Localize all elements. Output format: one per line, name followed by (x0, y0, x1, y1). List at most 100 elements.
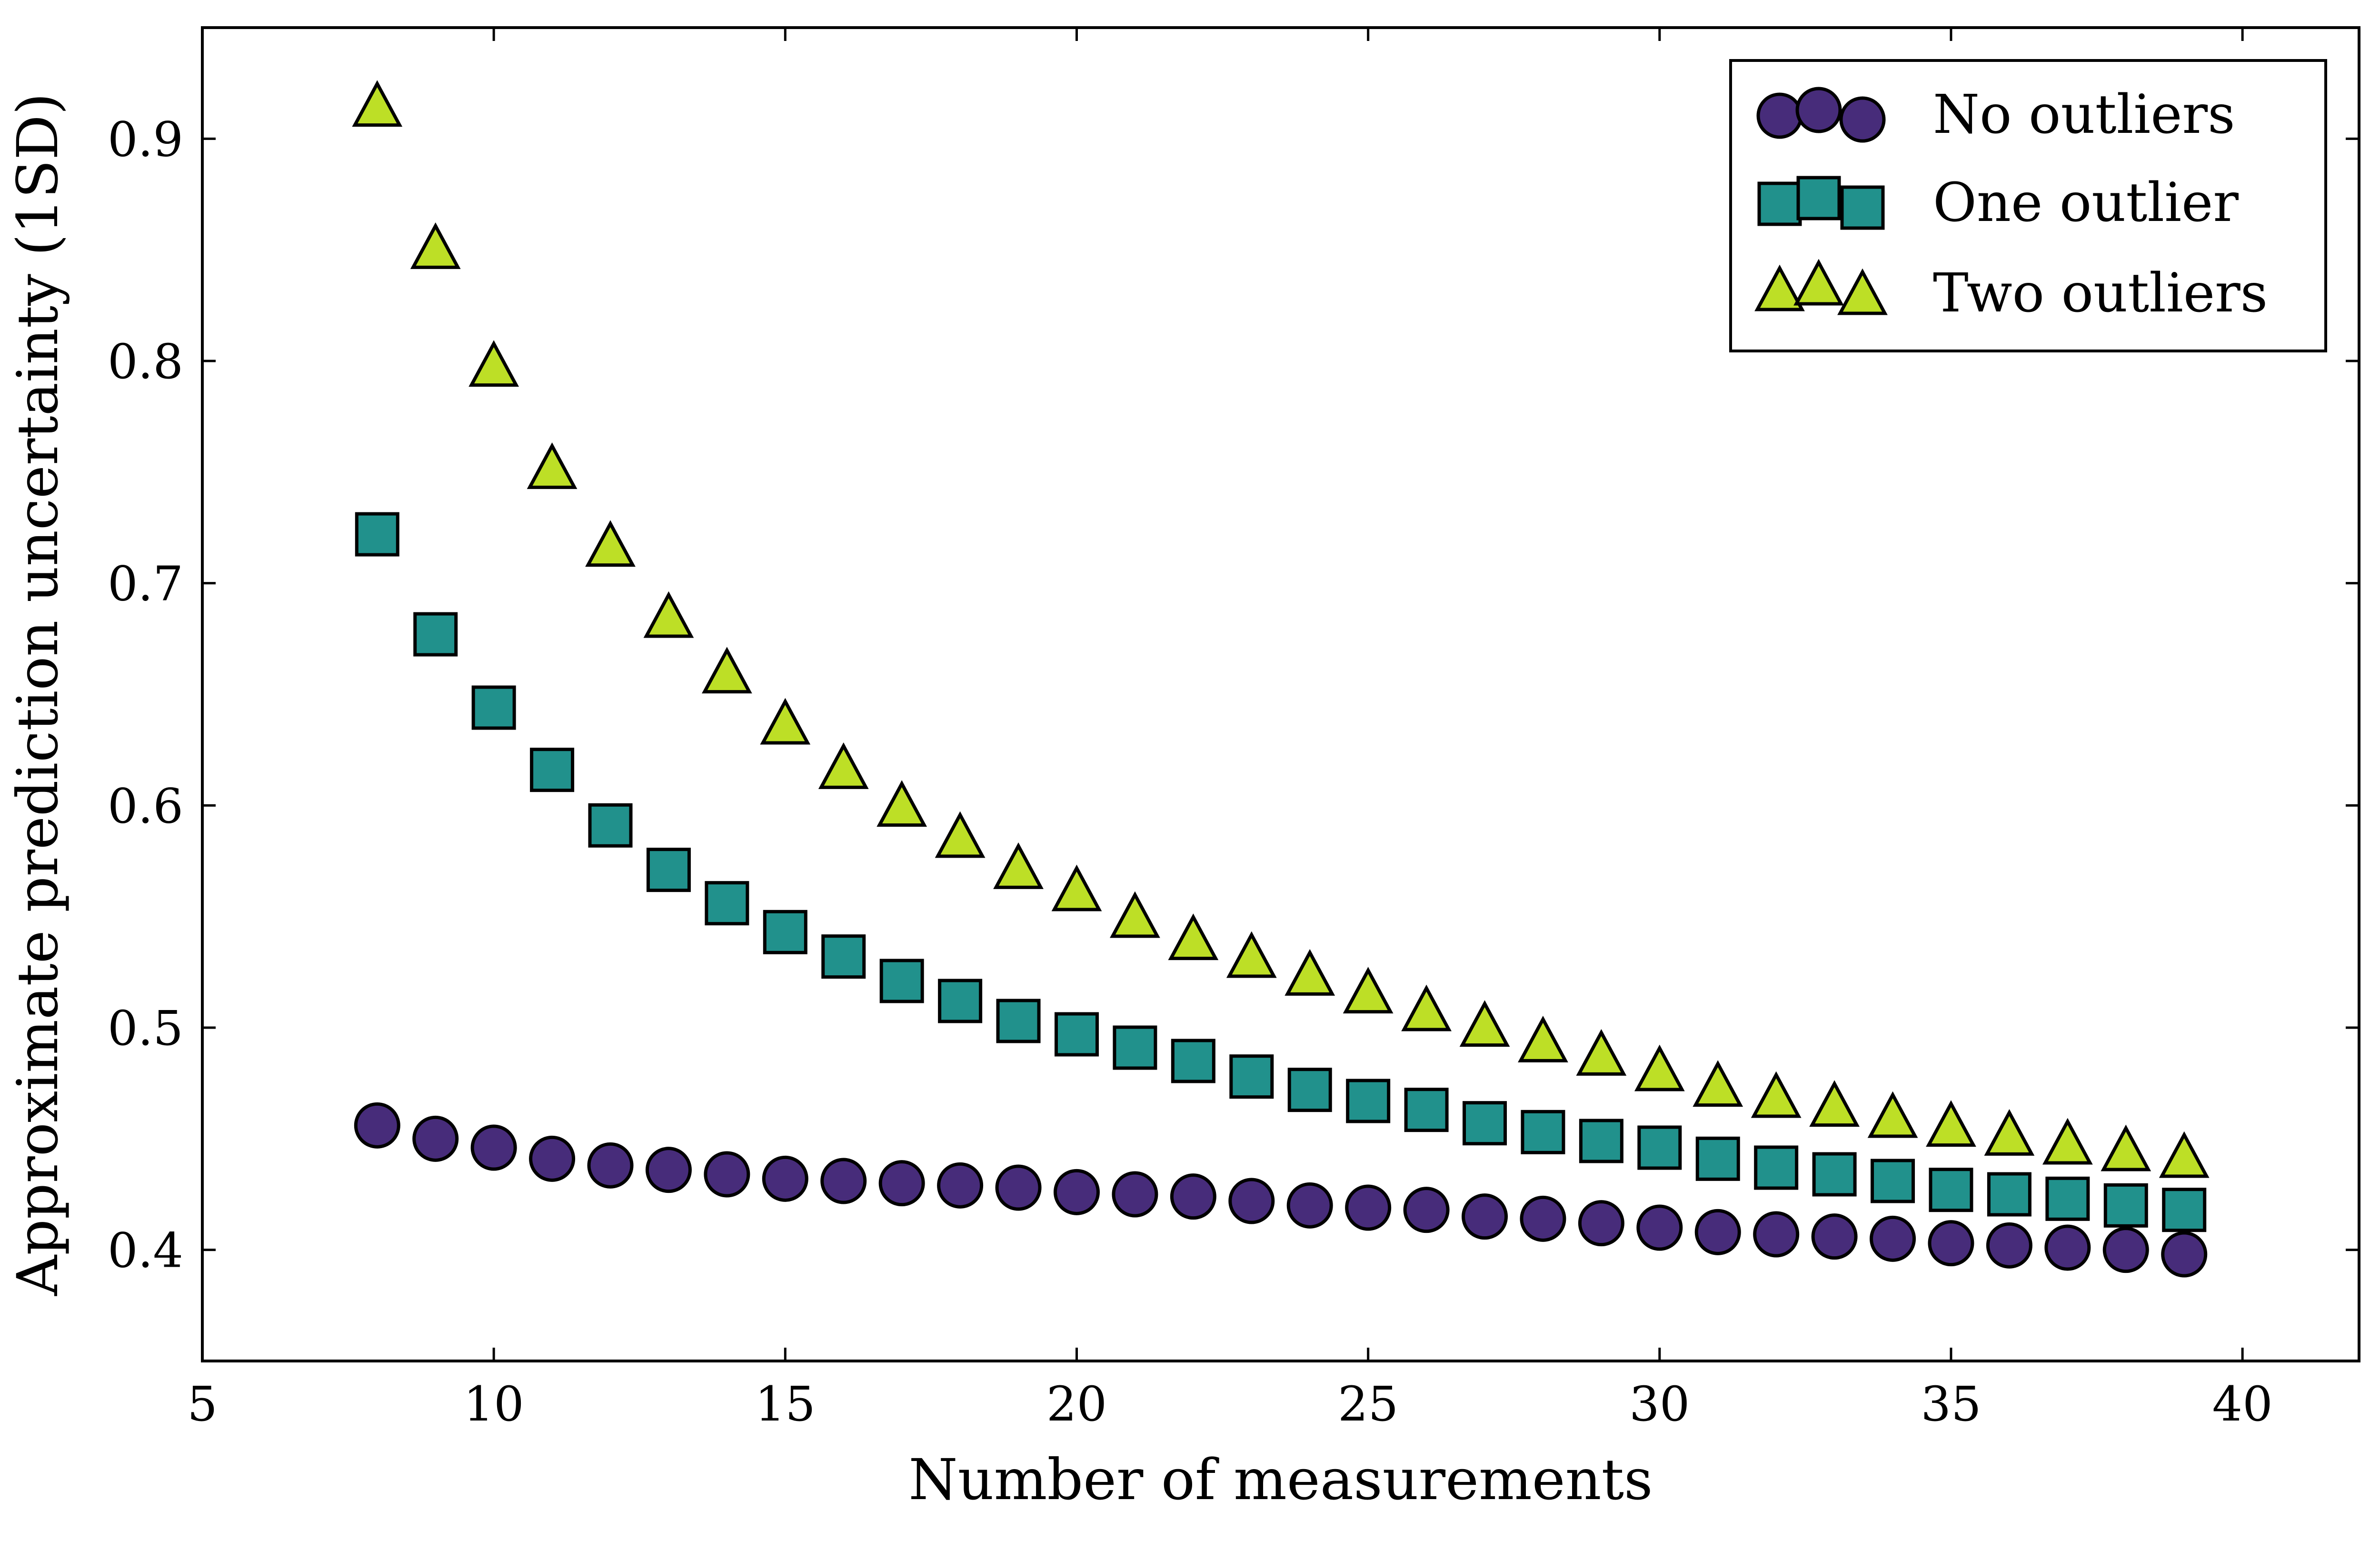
data-point-triangle (1110, 891, 1160, 938)
data-point-square (1113, 1025, 1157, 1070)
data-point-triangle (935, 811, 986, 858)
data-point-circle (1170, 1173, 1216, 1220)
data-point-triangle (410, 222, 461, 269)
data-point-triangle (1809, 1080, 1860, 1127)
y-tick-label: 0.8 (108, 334, 183, 390)
legend-marker-circle (1756, 92, 1803, 139)
data-point-circle (995, 1164, 1042, 1211)
y-tick-label: 0.9 (108, 111, 183, 167)
data-point-circle (1403, 1187, 1450, 1233)
data-point-circle (1636, 1204, 1683, 1251)
data-point-square (1871, 1159, 1915, 1203)
data-point-square (1229, 1054, 1274, 1099)
data-point-square (1695, 1136, 1740, 1181)
data-point-circle (937, 1162, 984, 1209)
data-point-circle (1578, 1200, 1624, 1247)
data-marks (352, 80, 2210, 1278)
data-point-triangle (1343, 967, 1394, 1014)
data-point-triangle (1576, 1029, 1627, 1076)
data-point-circle (1694, 1209, 1741, 1255)
data-point-circle (470, 1124, 517, 1171)
y-tick-label: 0.4 (108, 1223, 183, 1279)
y-tick-label: 0.6 (108, 778, 183, 834)
series-triangle (352, 80, 2210, 1178)
data-point-triangle (1634, 1044, 1685, 1091)
data-point-circle (2161, 1231, 2208, 1278)
data-point-square (763, 910, 807, 954)
legend-marker-square (1757, 181, 1802, 226)
data-point-circle (1753, 1211, 1800, 1258)
data-point-circle (820, 1158, 867, 1204)
data-point-circle (1870, 1215, 1916, 1262)
plot-frame (201, 26, 2360, 1362)
data-point-square (530, 748, 575, 792)
data-point-circle (412, 1115, 459, 1162)
legend-marker-square (1840, 185, 1885, 230)
series-circle (354, 1102, 2208, 1278)
legend-marker-circle (1839, 96, 1886, 143)
data-point-circle (645, 1147, 692, 1193)
data-point-circle (587, 1142, 634, 1189)
data-point-triangle (1401, 984, 1452, 1031)
x-tick-label: 20 (1046, 1376, 1107, 1432)
data-point-square (705, 881, 749, 926)
data-point-circle (1811, 1213, 1858, 1260)
legend-marker-triangle (1837, 268, 1888, 315)
series-square (355, 512, 2207, 1232)
data-point-square (821, 934, 866, 979)
data-point-triangle (1926, 1100, 1976, 1147)
data-point-square (2162, 1188, 2207, 1232)
data-point-triangle (2101, 1124, 2151, 1171)
legend-marker-square (1796, 176, 1841, 220)
data-point-circle (1286, 1182, 1333, 1229)
data-point-square (1521, 1110, 1565, 1154)
data-point-triangle (1226, 931, 1277, 978)
data-point-square (2103, 1183, 2148, 1228)
data-point-circle (2044, 1224, 2091, 1271)
data-point-square (1929, 1168, 1973, 1212)
data-point-triangle (1051, 864, 1102, 911)
y-tick-label: 0.5 (108, 1001, 183, 1056)
legend: No outliers One outlier Two outliers (1729, 59, 2327, 352)
data-point-circle (1053, 1169, 1100, 1215)
legend-marker-triangle (1754, 264, 1805, 311)
data-point-triangle (993, 842, 1044, 889)
data-point-square (413, 612, 458, 657)
data-point-square (879, 959, 924, 1003)
data-point-square (471, 685, 516, 730)
data-point-circle (762, 1155, 808, 1202)
data-point-triangle (1285, 949, 1335, 996)
data-point-triangle (1459, 1000, 1510, 1047)
data-point-triangle (643, 591, 694, 638)
x-tick-label: 30 (1629, 1376, 1690, 1432)
data-point-circle (2102, 1227, 2149, 1273)
data-point-square (1054, 1012, 1099, 1057)
data-point-circle (1345, 1184, 1392, 1231)
data-point-circle (1228, 1178, 1275, 1224)
data-point-square (2045, 1176, 2090, 1221)
legend-marker-triangle (1793, 259, 1844, 306)
x-tick-label: 35 (1921, 1376, 1981, 1432)
x-tick-label: 5 (187, 1376, 218, 1432)
data-point-square (646, 848, 691, 892)
data-point-square (1579, 1119, 1623, 1163)
data-point-triangle (1984, 1109, 2035, 1156)
legend-label: No outliers (1933, 84, 2235, 146)
data-point-triangle (585, 520, 636, 567)
x-tick-label: 40 (2212, 1376, 2273, 1432)
data-point-square (1404, 1088, 1449, 1132)
data-point-triangle (1518, 1015, 1568, 1062)
data-point-square (1754, 1145, 1799, 1190)
y-tick-label: 0.7 (108, 556, 183, 612)
legend-marker-circle (1795, 87, 1842, 133)
x-tick-label: 25 (1338, 1376, 1398, 1432)
data-point-circle (1520, 1195, 1566, 1242)
data-point-circle (1928, 1220, 1974, 1267)
data-point-triangle (1867, 1091, 1918, 1138)
data-point-triangle (702, 647, 752, 694)
x-axis-label: Number of measurements (908, 1447, 1653, 1512)
y-axis-label: Approximate prediction uncertainty (1SD) (5, 93, 70, 1296)
data-point-square (588, 803, 633, 848)
data-point-circle (1462, 1193, 1508, 1240)
